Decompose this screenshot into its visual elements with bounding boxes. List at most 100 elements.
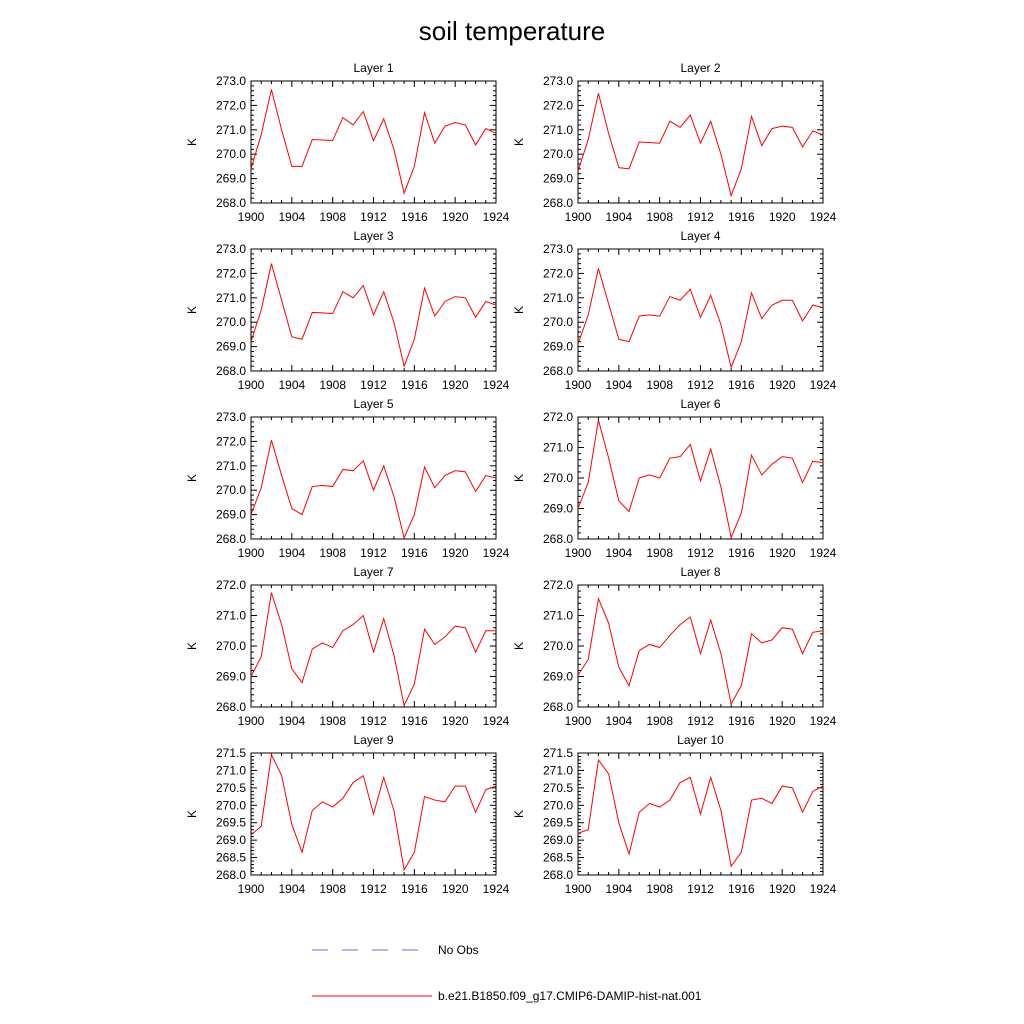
panel-layer-9: Layer 9 K 1900 1904 1908 1912 1916 1920 1924 268.… bbox=[185, 733, 510, 896]
x-tick-label-layer-9: 1924 bbox=[483, 882, 510, 896]
series-line-layer-7 bbox=[250, 592, 496, 708]
legend: No Obs b.e21.B1850.f09_g17.CMIP6-DAMIP-h… bbox=[312, 943, 702, 1003]
y-tick-label-layer-2: 273.0 bbox=[543, 74, 573, 88]
x-tick-label-layer-9: 1900 bbox=[238, 882, 265, 896]
x-tick-label-layer-9: 1912 bbox=[360, 882, 387, 896]
x-tick-label-layer-3: 1908 bbox=[319, 378, 346, 392]
x-tick-label-layer-6: 1912 bbox=[687, 546, 714, 560]
panel-title-layer-1: Layer 1 bbox=[353, 61, 393, 75]
panel-title-layer-10: Layer 10 bbox=[677, 733, 724, 747]
series-line-layer-2 bbox=[577, 93, 824, 198]
legend-label-model: b.e21.B1850.f09_g17.CMIP6-DAMIP-hist-nat… bbox=[438, 989, 702, 1003]
y-tick-label-layer-9: 268.0 bbox=[216, 868, 246, 882]
y-tick-label-layer-6: 271.0 bbox=[543, 441, 573, 455]
panel-layer-8: Layer 8 K 1900 1904 1908 1912 1916 1920 1924 268.… bbox=[512, 565, 837, 728]
y-tick-label-layer-2: 270.0 bbox=[543, 147, 573, 161]
x-tick-label-layer-5: 1908 bbox=[319, 546, 346, 560]
x-tick-label-layer-4: 1920 bbox=[769, 378, 796, 392]
plot-frame-layer-8 bbox=[577, 584, 824, 708]
x-tick-label-layer-5: 1924 bbox=[483, 546, 510, 560]
y-tick-label-layer-6: 270.0 bbox=[543, 471, 573, 485]
x-tick-label-layer-1: 1904 bbox=[278, 210, 305, 224]
x-tick-label-layer-1: 1900 bbox=[238, 210, 265, 224]
series-line-layer-3 bbox=[250, 263, 497, 368]
x-tick-label-layer-2: 1900 bbox=[565, 210, 592, 224]
y-tick-label-layer-9: 270.5 bbox=[216, 781, 246, 795]
y-tick-label-layer-3: 273.0 bbox=[216, 242, 246, 256]
x-tick-label-layer-4: 1916 bbox=[728, 378, 755, 392]
y-axis-label-layer-7: K bbox=[185, 642, 199, 650]
panel-title-layer-9: Layer 9 bbox=[353, 733, 393, 747]
x-tick-label-layer-4: 1900 bbox=[565, 378, 592, 392]
y-tick-label-layer-9: 269.0 bbox=[216, 833, 246, 847]
x-tick-label-layer-6: 1924 bbox=[810, 546, 837, 560]
x-tick-label-layer-8: 1900 bbox=[565, 714, 592, 728]
y-tick-label-layer-6: 268.0 bbox=[543, 532, 573, 546]
panel-layer-5: Layer 5 K 1900 1904 1908 1912 1916 1920 1924 268.… bbox=[185, 397, 510, 560]
y-tick-label-layer-8: 272.0 bbox=[543, 578, 573, 592]
y-tick-label-layer-10: 269.0 bbox=[543, 833, 573, 847]
x-tick-label-layer-3: 1916 bbox=[401, 378, 428, 392]
y-tick-label-layer-10: 271.0 bbox=[543, 763, 573, 777]
panel-title-layer-6: Layer 6 bbox=[680, 397, 720, 411]
y-axis-label-layer-10: K bbox=[512, 810, 526, 818]
y-tick-label-layer-1: 273.0 bbox=[216, 74, 246, 88]
series-line-layer-8 bbox=[577, 596, 824, 706]
y-tick-label-layer-9: 268.5 bbox=[216, 851, 246, 865]
y-axis-label-layer-4: K bbox=[512, 306, 526, 314]
panel-layer-4: Layer 4 K 1900 1904 1908 1912 1916 1920 1924 268.… bbox=[512, 229, 837, 392]
y-tick-label-layer-2: 269.0 bbox=[543, 172, 573, 186]
y-tick-label-layer-7: 269.0 bbox=[216, 670, 246, 684]
series-line-layer-5 bbox=[250, 440, 497, 540]
y-axis-label-layer-1: K bbox=[185, 138, 199, 146]
y-tick-label-layer-3: 271.0 bbox=[216, 291, 246, 305]
x-tick-label-layer-6: 1908 bbox=[646, 546, 673, 560]
plot-frame-layer-3 bbox=[250, 248, 497, 372]
y-tick-label-layer-5: 268.0 bbox=[216, 532, 246, 546]
x-tick-label-layer-8: 1924 bbox=[810, 714, 837, 728]
panel-title-layer-3: Layer 3 bbox=[353, 229, 393, 243]
x-tick-label-layer-1: 1908 bbox=[319, 210, 346, 224]
x-tick-label-layer-5: 1900 bbox=[238, 546, 265, 560]
y-tick-label-layer-1: 270.0 bbox=[216, 147, 246, 161]
panel-layer-1: Layer 1 K 1900 1904 1908 1912 1916 1920 1924 268.… bbox=[185, 61, 510, 224]
y-tick-label-layer-4: 271.0 bbox=[543, 291, 573, 305]
x-tick-label-layer-1: 1916 bbox=[401, 210, 428, 224]
y-axis-label-layer-6: K bbox=[512, 474, 526, 482]
y-tick-label-layer-9: 271.5 bbox=[216, 746, 246, 760]
x-tick-label-layer-10: 1904 bbox=[605, 882, 632, 896]
x-tick-label-layer-4: 1912 bbox=[687, 378, 714, 392]
x-tick-label-layer-1: 1924 bbox=[483, 210, 510, 224]
x-tick-label-layer-8: 1916 bbox=[728, 714, 755, 728]
y-tick-label-layer-3: 268.0 bbox=[216, 364, 246, 378]
x-tick-label-layer-10: 1920 bbox=[769, 882, 796, 896]
x-tick-label-layer-3: 1912 bbox=[360, 378, 387, 392]
legend-label-no-obs: No Obs bbox=[438, 943, 479, 957]
x-tick-label-layer-10: 1916 bbox=[728, 882, 755, 896]
panel-title-layer-7: Layer 7 bbox=[353, 565, 393, 579]
x-tick-label-layer-5: 1904 bbox=[278, 546, 305, 560]
y-tick-label-layer-10: 268.5 bbox=[543, 851, 573, 865]
panel-title-layer-8: Layer 8 bbox=[680, 565, 720, 579]
panel-layer-6: Layer 6 K 1900 1904 1908 1912 1916 1920 1924 268.… bbox=[512, 397, 837, 560]
x-tick-label-layer-10: 1908 bbox=[646, 882, 673, 896]
y-tick-label-layer-2: 268.0 bbox=[543, 196, 573, 210]
y-tick-label-layer-1: 272.0 bbox=[216, 98, 246, 112]
x-tick-label-layer-6: 1916 bbox=[728, 546, 755, 560]
x-tick-label-layer-6: 1904 bbox=[605, 546, 632, 560]
y-tick-label-layer-8: 268.0 bbox=[543, 700, 573, 714]
x-tick-label-layer-2: 1916 bbox=[728, 210, 755, 224]
x-tick-label-layer-2: 1908 bbox=[646, 210, 673, 224]
x-tick-label-layer-2: 1912 bbox=[687, 210, 714, 224]
panel-title-layer-4: Layer 4 bbox=[680, 229, 720, 243]
y-tick-label-layer-10: 271.5 bbox=[543, 746, 573, 760]
y-tick-label-layer-1: 271.0 bbox=[216, 123, 246, 137]
x-tick-label-layer-4: 1908 bbox=[646, 378, 673, 392]
y-tick-label-layer-5: 271.0 bbox=[216, 459, 246, 473]
y-tick-label-layer-5: 269.0 bbox=[216, 508, 246, 522]
panel-title-layer-2: Layer 2 bbox=[680, 61, 720, 75]
x-tick-label-layer-7: 1920 bbox=[442, 714, 469, 728]
y-tick-label-layer-3: 270.0 bbox=[216, 315, 246, 329]
x-tick-label-layer-6: 1920 bbox=[769, 546, 796, 560]
x-tick-label-layer-9: 1908 bbox=[319, 882, 346, 896]
